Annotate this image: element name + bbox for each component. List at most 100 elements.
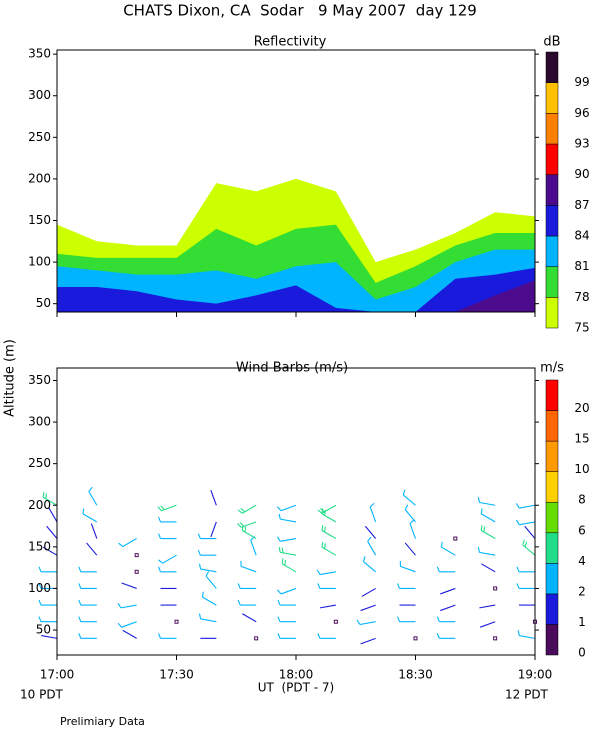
wind-barb — [46, 525, 58, 539]
wind-barb — [197, 549, 217, 556]
calm-marker — [493, 636, 498, 641]
colorbar-label: 8 — [578, 493, 586, 507]
calm-marker — [333, 619, 338, 624]
wind-barb — [237, 504, 257, 514]
colorbar-swatch — [545, 501, 559, 534]
y-tick-label: 350 — [28, 373, 51, 387]
wind-barb — [477, 547, 496, 556]
wind-barb — [210, 521, 217, 538]
main-title: CHATS Dixon, CA Sodar 9 May 2007 day 129 — [123, 2, 477, 20]
wind-barb — [250, 536, 257, 556]
colorbar-swatch — [545, 563, 559, 595]
wind-barb — [276, 587, 297, 595]
colorbar-label: 75 — [574, 321, 589, 335]
wind-barb — [396, 616, 416, 623]
colorbar-swatch — [545, 410, 559, 442]
colorbar-label: 81 — [574, 259, 589, 273]
wind-barb — [277, 599, 296, 606]
wind-barb — [515, 503, 536, 509]
calm-marker — [453, 536, 458, 541]
y-tick-label: 300 — [28, 415, 51, 429]
y-tick-label: 250 — [28, 130, 51, 144]
wind-barb — [157, 504, 177, 512]
colorbar-label: 20 — [574, 401, 589, 415]
wind-barb — [241, 525, 257, 540]
wind-barb — [38, 566, 57, 573]
wind-barb — [402, 489, 416, 506]
wind-barb — [201, 591, 217, 606]
wind-barb — [479, 621, 496, 628]
wind-barb — [316, 569, 336, 576]
calm-marker — [134, 569, 139, 574]
wind-barb — [118, 538, 137, 548]
colorbar-label: 87 — [574, 198, 589, 212]
y-axis-label: Altitude (m) — [3, 339, 18, 417]
colorbar-swatch — [545, 379, 559, 411]
wind-barb — [361, 587, 376, 597]
wind-barb — [517, 630, 536, 639]
wind-barb — [319, 604, 336, 609]
colorbar-label: 15 — [574, 432, 589, 446]
colorbar-label: 90 — [574, 167, 589, 181]
wind-barb — [440, 604, 456, 612]
colorbar-label: 2 — [578, 584, 586, 598]
wind-barb — [86, 542, 98, 556]
wind-barb — [480, 508, 496, 523]
note: Prelimiary Data — [60, 715, 145, 728]
wind-barb — [198, 563, 217, 573]
wind-barb — [276, 504, 297, 512]
wind-barb — [277, 616, 296, 623]
wind-barb — [522, 539, 536, 556]
wind-barb — [82, 508, 98, 523]
wind-barb — [198, 613, 217, 623]
colorbar-swatch — [545, 235, 559, 267]
y-tick-label: 100 — [28, 581, 51, 595]
wind-barb — [317, 504, 337, 514]
wind-barb — [278, 513, 297, 523]
wind-barb — [237, 599, 257, 606]
colorbar-label: 93 — [574, 137, 589, 151]
wind-barb — [277, 633, 296, 639]
wind-barb — [440, 587, 456, 595]
wind-barb — [516, 583, 535, 589]
wind-barb — [48, 507, 58, 523]
x-axis-label: UT (PDT - 7) — [258, 681, 335, 695]
calm-marker — [174, 619, 179, 624]
contour-band — [57, 280, 535, 312]
wind-barb — [481, 563, 496, 573]
wind-barb — [78, 566, 97, 573]
wind-barb — [404, 504, 416, 523]
x-axis-label-left: 10 PDT — [20, 688, 64, 702]
calm-marker — [413, 636, 418, 641]
x-tick-label: 17:00 — [40, 668, 75, 682]
wind-barb — [78, 599, 97, 606]
wind-barb — [409, 519, 417, 539]
contour-band — [57, 249, 535, 312]
y-tick-label: 300 — [28, 88, 51, 102]
wind-barb — [321, 541, 337, 556]
colorbar-label: 78 — [574, 290, 589, 304]
contour-band — [57, 267, 535, 312]
wind-barb — [205, 571, 217, 589]
wind-barb — [237, 521, 257, 528]
colorbar-swatch — [545, 174, 559, 206]
wind-barb — [515, 519, 536, 526]
calm-marker — [134, 553, 139, 558]
wind-barb — [197, 533, 217, 540]
calm-marker — [254, 636, 259, 641]
calm-marker — [493, 586, 498, 591]
wind-barb — [78, 583, 97, 589]
wind-barb — [479, 604, 496, 609]
wind-barb — [210, 490, 217, 506]
colorbar-label: 96 — [574, 106, 589, 120]
colorbar-swatch — [545, 143, 559, 175]
x-tick-label: 19:00 — [518, 668, 553, 682]
y-tick-label: 200 — [28, 498, 51, 512]
colorbar-swatch — [545, 51, 559, 83]
wind-barb — [157, 633, 177, 639]
colorbar-label: 0 — [578, 646, 586, 660]
wind-barb — [158, 554, 177, 564]
x-tick-label: 18:30 — [398, 668, 433, 682]
colorbar-title: dB — [543, 35, 560, 50]
